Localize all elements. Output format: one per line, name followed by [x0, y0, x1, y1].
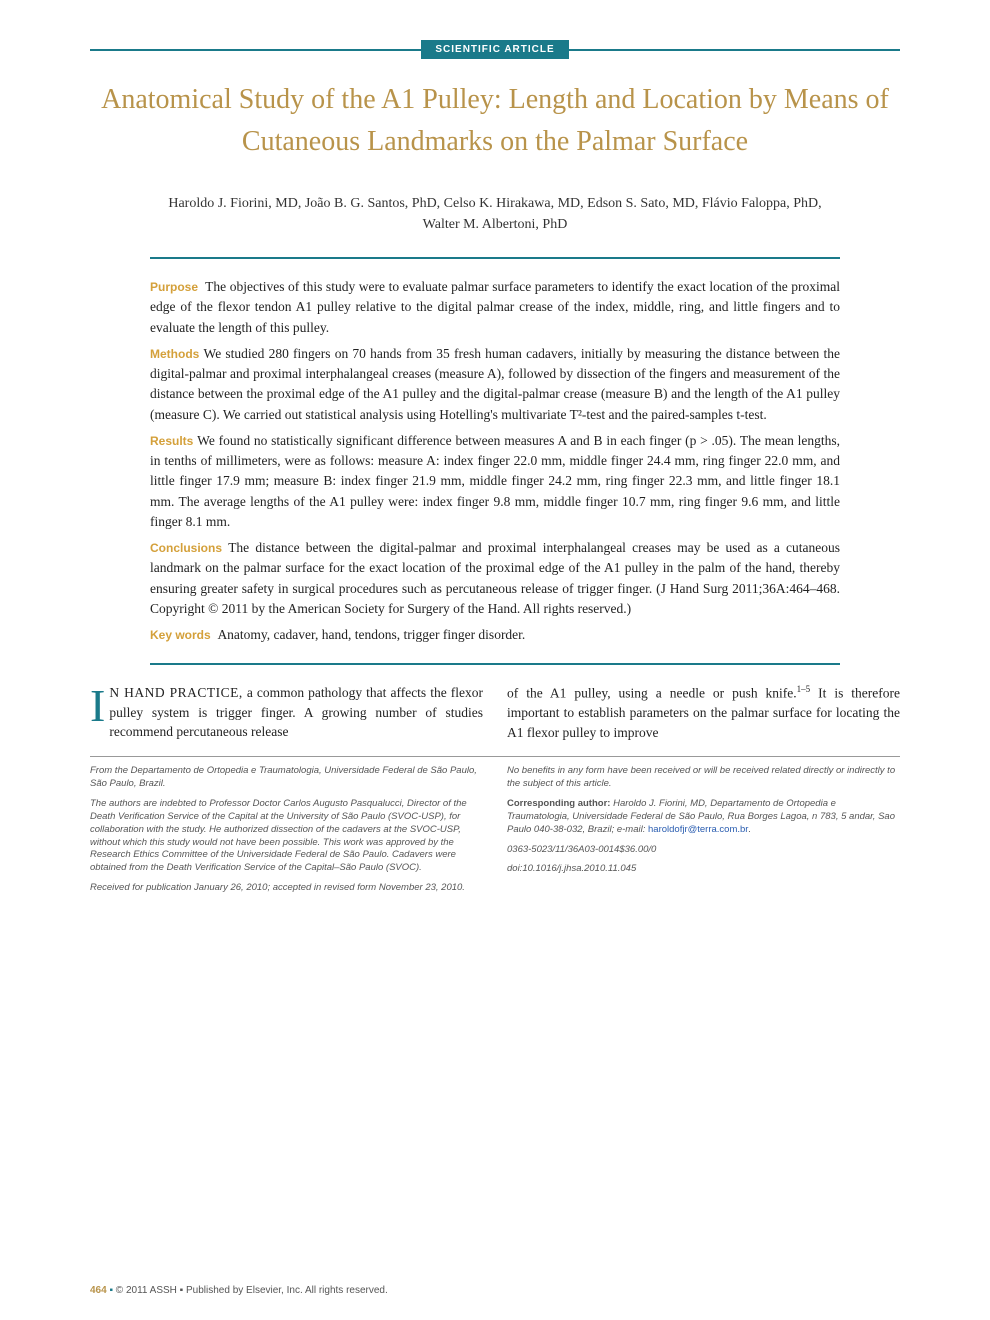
abstract-methods: Methods We studied 280 fingers on 70 han… — [150, 344, 840, 425]
footnote-block: From the Departamento de Ortopedia e Tra… — [90, 756, 900, 901]
purpose-text: The objectives of this study were to eva… — [150, 279, 840, 335]
body-col2-a: of the A1 pulley, using a needle or push… — [507, 686, 797, 701]
corresponding-label: Corresponding author: — [507, 798, 613, 809]
article-id: 0363-5023/11/36A03-0014$36.00/0 — [507, 844, 900, 857]
footnote-right: No benefits in any form have been receiv… — [507, 765, 900, 901]
body-column-right: of the A1 pulley, using a needle or push… — [507, 683, 900, 742]
methods-text: We studied 280 fingers on 70 hands from … — [150, 346, 840, 422]
page-footer: 464 ▪ © 2011 ASSH ▪ Published by Elsevie… — [90, 1285, 388, 1296]
abstract-block: Purpose The objectives of this study wer… — [150, 277, 840, 645]
results-label: Results — [150, 434, 193, 448]
body-lead-in: N HAND PRACTICE, — [109, 685, 242, 700]
keywords-label: Key words — [150, 628, 211, 642]
rule-right — [569, 49, 900, 51]
purpose-label: Purpose — [150, 280, 198, 294]
body-columns: IN HAND PRACTICE, a common pathology tha… — [90, 683, 900, 742]
article-type-badge: SCIENTIFIC ARTICLE — [421, 40, 568, 59]
author-email[interactable]: haroldofjr@terra.com.br — [648, 824, 748, 835]
keywords-text: Anatomy, cadaver, hand, tendons, trigger… — [217, 627, 525, 642]
abstract-conclusions: Conclusions The distance between the dig… — [150, 538, 840, 619]
acknowledgment-note: The authors are indebted to Professor Do… — [90, 798, 483, 875]
divider-top — [150, 257, 840, 259]
doi: doi:10.1016/j.jhsa.2010.11.045 — [507, 863, 900, 876]
results-text: We found no statistically significant di… — [150, 433, 840, 529]
divider-bottom — [150, 663, 840, 665]
author-list: Haroldo J. Fiorini, MD, João B. G. Santo… — [150, 193, 840, 235]
footnote-left: From the Departamento de Ortopedia e Tra… — [90, 765, 483, 901]
abstract-purpose: Purpose The objectives of this study wer… — [150, 277, 840, 338]
methods-label: Methods — [150, 347, 199, 361]
copyright-line: © 2011 ASSH ▪ Published by Elsevier, Inc… — [116, 1285, 388, 1296]
body-column-left: IN HAND PRACTICE, a common pathology tha… — [90, 683, 483, 742]
conclusions-text: The distance between the digital-palmar … — [150, 540, 840, 616]
benefits-note: No benefits in any form have been receiv… — [507, 765, 900, 791]
conclusions-label: Conclusions — [150, 541, 222, 555]
abstract-keywords: Key words Anatomy, cadaver, hand, tendon… — [150, 625, 840, 645]
page-number: 464 — [90, 1285, 107, 1296]
citation-superscript: 1–5 — [797, 684, 811, 694]
dropcap-letter: I — [90, 683, 109, 725]
article-title: Anatomical Study of the A1 Pulley: Lengt… — [90, 79, 900, 163]
rule-left — [90, 49, 421, 51]
affiliation-note: From the Departamento de Ortopedia e Tra… — [90, 765, 483, 791]
footer-dot-icon: ▪ — [107, 1285, 116, 1296]
abstract-results: Results We found no statistically signif… — [150, 431, 840, 532]
article-type-badge-row: SCIENTIFIC ARTICLE — [90, 40, 900, 59]
corresponding-author: Corresponding author: Haroldo J. Fiorini… — [507, 798, 900, 836]
received-note: Received for publication January 26, 201… — [90, 882, 483, 895]
